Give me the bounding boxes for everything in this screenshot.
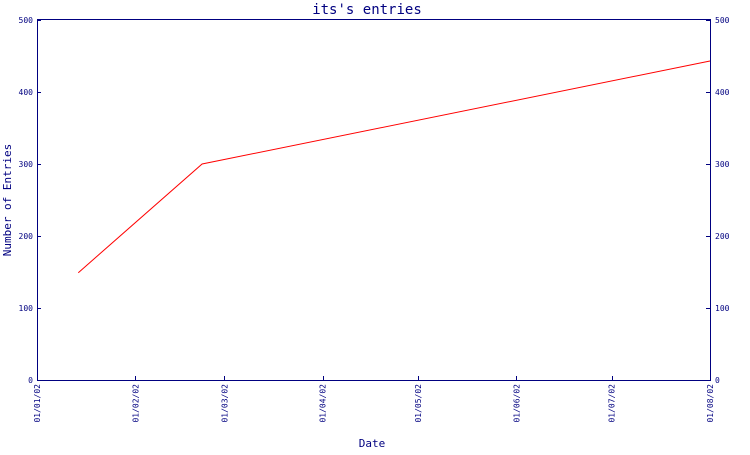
- series-layer: [77, 60, 711, 274]
- y-tick-label-right: 0: [715, 376, 720, 385]
- y-tick-label-left: 0: [28, 376, 33, 385]
- plot-frame: [37, 19, 711, 381]
- x-tick-label: 01/06/02: [512, 384, 521, 423]
- y-tick-label-right: 100: [715, 304, 730, 313]
- x-axis-ticks: 01/01/02 01/02/02 01/03/02 01/04/02 01/05/02…: [33, 376, 715, 423]
- x-axis-label: Date: [359, 437, 386, 450]
- y-tick-label-left: 100: [19, 304, 34, 313]
- y-axis-ticks: 0 0 100 100 200 200 300 300 400 400 500 500: [19, 16, 730, 385]
- y-axis-label: Number of Entries: [1, 144, 14, 257]
- y-tick-label-left: 400: [19, 88, 34, 97]
- series-line: [77, 60, 711, 274]
- y-tick-label-right: 500: [715, 16, 730, 25]
- y-tick-label-right: 200: [715, 232, 730, 241]
- x-tick-label: 01/05/02: [414, 384, 423, 423]
- y-tick-label-right: 300: [715, 160, 730, 169]
- x-tick-label: 01/04/02: [319, 384, 328, 423]
- x-tick-label: 01/01/02: [33, 384, 42, 423]
- x-tick-label: 01/03/02: [220, 384, 229, 423]
- y-tick-label-left: 200: [19, 232, 34, 241]
- x-tick-label: 01/02/02: [131, 384, 140, 423]
- chart-title: its's entries: [312, 2, 422, 18]
- y-tick-label-right: 400: [715, 88, 730, 97]
- x-tick-label: 01/08/02: [706, 384, 715, 423]
- x-tick-label: 01/07/02: [608, 384, 617, 423]
- y-tick-label-left: 300: [19, 160, 34, 169]
- y-tick-label-left: 500: [19, 16, 34, 25]
